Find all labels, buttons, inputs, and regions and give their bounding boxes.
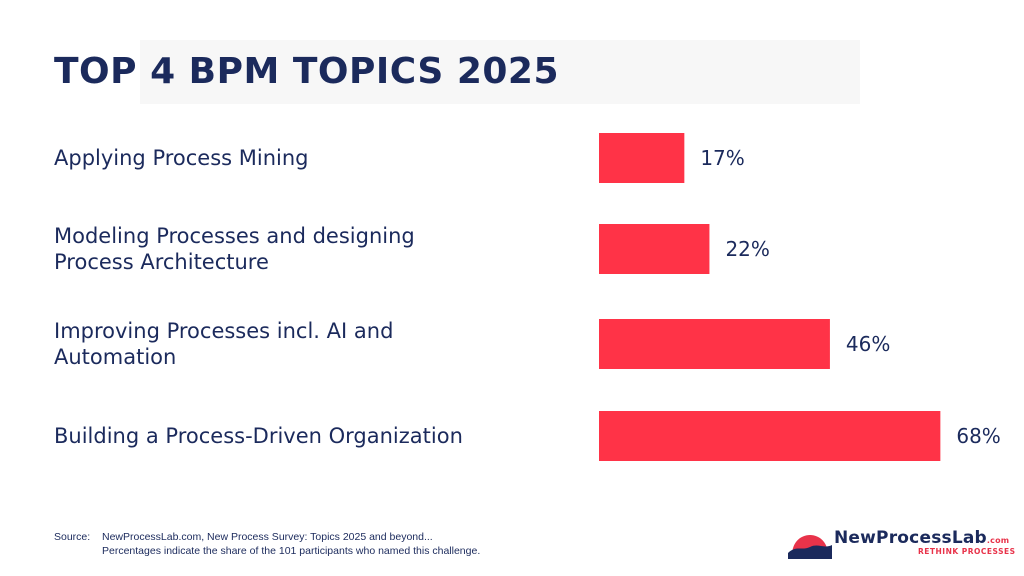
value-label-1: 17% <box>700 146 744 170</box>
value-label-4: 68% <box>956 424 1000 448</box>
value-label-2: 22% <box>725 237 769 261</box>
source-line: Source: NewProcessLab.com, New Process Su… <box>54 530 480 544</box>
category-label-line: Modeling Processes and designing <box>54 224 415 248</box>
category-label-line: Automation <box>54 345 176 369</box>
logo-tld: .com <box>986 536 1010 545</box>
category-label-1: Applying Process Mining <box>54 146 309 170</box>
bar-1 <box>599 133 685 183</box>
category-label-line: Process Architecture <box>54 250 269 274</box>
title-band <box>140 40 860 104</box>
source-key: Source: <box>54 531 91 543</box>
bar-2 <box>599 224 710 274</box>
category-label-4: Building a Process-Driven Organization <box>54 424 463 448</box>
category-label-line: Building a Process-Driven Organization <box>54 424 463 448</box>
value-label-3: 46% <box>846 332 890 356</box>
source-footer: Source: NewProcessLab.com, New Process Su… <box>54 530 480 558</box>
category-label-3: Improving Processes incl. AI and Automati… <box>54 319 393 369</box>
logo-tagline: RETHINK PROCESSES <box>918 547 1016 556</box>
category-label-line: Improving Processes incl. AI and <box>54 319 393 343</box>
logo-wordmark: NewProcessLab.com <box>834 528 1009 551</box>
wave-logo-icon <box>788 535 832 559</box>
source-note: Percentages indicate the share of the 10… <box>102 545 481 557</box>
page-title: TOP 4 BPM TOPICS 2025 <box>54 51 560 92</box>
source-text: NewProcessLab.com, New Process Survey: T… <box>102 531 433 543</box>
category-label-line: Applying Process Mining <box>54 146 309 170</box>
category-label-2: Modeling Processes and designing Process … <box>54 224 415 274</box>
newprocesslab-logo: NewProcessLab.com RETHINK PROCESSES <box>788 527 1015 561</box>
bar-3 <box>599 319 830 369</box>
bar-4 <box>599 411 941 461</box>
logo-name: NewProcessLab <box>834 528 987 548</box>
